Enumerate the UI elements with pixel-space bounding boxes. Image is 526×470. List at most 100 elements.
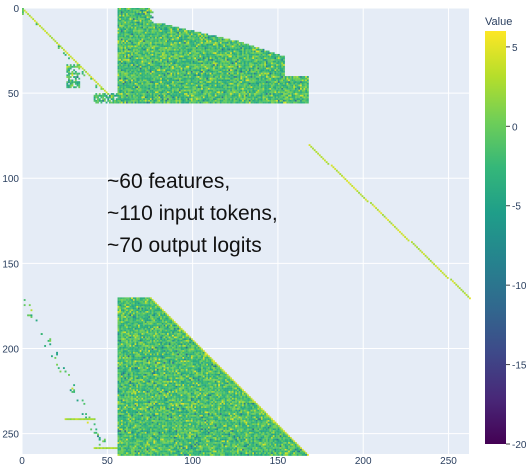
heatmap-cell bbox=[189, 82, 192, 85]
heatmap-cell bbox=[129, 28, 132, 31]
heatmap-cell bbox=[305, 77, 308, 80]
heatmap-cell bbox=[219, 52, 222, 55]
heatmap-cell bbox=[95, 101, 98, 104]
heatmap-cell bbox=[146, 26, 149, 29]
heatmap-cell bbox=[185, 70, 188, 73]
heatmap-cell bbox=[259, 93, 262, 95]
heatmap-cell bbox=[202, 79, 205, 82]
heatmap-cell bbox=[122, 304, 125, 307]
heatmap-cell bbox=[305, 94, 308, 97]
heatmap-cell bbox=[160, 64, 163, 67]
heatmap-cell bbox=[204, 52, 207, 55]
heatmap-cell bbox=[243, 62, 246, 65]
heatmap-cell bbox=[141, 94, 144, 97]
heatmap-cell bbox=[165, 76, 168, 78]
heatmap-cell bbox=[231, 81, 234, 84]
heatmap-cell bbox=[126, 16, 128, 19]
heatmap-cell bbox=[192, 99, 195, 102]
heatmap-cell bbox=[194, 36, 197, 39]
heatmap-cell bbox=[303, 101, 306, 104]
heatmap-cell bbox=[189, 43, 192, 46]
heatmap-cell bbox=[252, 79, 255, 82]
heatmap-cell bbox=[126, 309, 128, 312]
heatmap-cell bbox=[185, 65, 188, 68]
heatmap-cell bbox=[211, 76, 214, 78]
heatmap-cell bbox=[155, 62, 157, 65]
heatmap-cell bbox=[136, 19, 139, 22]
heatmap-cell bbox=[175, 79, 178, 82]
heatmap-cell bbox=[119, 57, 122, 60]
heatmap-cell bbox=[255, 88, 258, 90]
heatmap-cell bbox=[146, 309, 149, 312]
heatmap-cell bbox=[170, 74, 173, 77]
heatmap-cell bbox=[269, 57, 272, 60]
heatmap-cell bbox=[139, 18, 142, 21]
heatmap-cell bbox=[148, 40, 151, 43]
heatmap-cell bbox=[272, 65, 275, 68]
heatmap-cell bbox=[207, 62, 210, 65]
heatmap-cell bbox=[120, 304, 123, 307]
heatmap-cell bbox=[303, 99, 306, 102]
heatmap-cell bbox=[262, 88, 265, 90]
heatmap-cell bbox=[182, 42, 185, 44]
heatmap-cell bbox=[153, 309, 156, 312]
heatmap-cell bbox=[245, 70, 248, 73]
heatmap-cell bbox=[35, 23, 38, 26]
heatmap-cell bbox=[177, 98, 180, 101]
heatmap-cell bbox=[120, 45, 123, 48]
heatmap-cell bbox=[151, 31, 154, 34]
heatmap-cell bbox=[264, 91, 267, 94]
heatmap-cell bbox=[196, 55, 198, 58]
heatmap-cell bbox=[132, 33, 135, 36]
heatmap-cell bbox=[177, 35, 180, 38]
heatmap-cell bbox=[149, 45, 152, 48]
heatmap-cell bbox=[219, 93, 222, 95]
heatmap-cell bbox=[214, 38, 217, 41]
heatmap-cell bbox=[156, 101, 159, 104]
heatmap-cell bbox=[255, 79, 258, 82]
heatmap-cell bbox=[238, 82, 241, 85]
heatmap-cell bbox=[124, 30, 127, 32]
heatmap-cell bbox=[120, 81, 123, 84]
heatmap-cell bbox=[156, 36, 159, 39]
heatmap-cell bbox=[236, 74, 239, 77]
heatmap-cell bbox=[238, 55, 241, 58]
heatmap-cell bbox=[81, 70, 84, 73]
heatmap-cell bbox=[131, 13, 134, 15]
heatmap-cell bbox=[226, 88, 229, 90]
heatmap-cell bbox=[259, 72, 262, 75]
heatmap-cell bbox=[131, 64, 134, 67]
heatmap-cell bbox=[173, 82, 176, 85]
heatmap-cell bbox=[180, 55, 183, 58]
heatmap-cell bbox=[129, 299, 132, 301]
heatmap-cell bbox=[155, 96, 157, 99]
heatmap-cell bbox=[296, 98, 299, 101]
heatmap-cell bbox=[117, 23, 120, 26]
heatmap-cell bbox=[300, 96, 302, 99]
heatmap-cell bbox=[219, 89, 222, 92]
heatmap-cell bbox=[199, 40, 202, 43]
heatmap-cell bbox=[134, 9, 137, 12]
heatmap-cell bbox=[131, 72, 134, 75]
heatmap-cell bbox=[146, 47, 149, 49]
heatmap-cell bbox=[206, 81, 209, 84]
heatmap-cell bbox=[187, 30, 190, 32]
heatmap-cell bbox=[129, 88, 132, 90]
heatmap-cell bbox=[187, 64, 190, 67]
heatmap-cell bbox=[153, 91, 156, 94]
heatmap-cell bbox=[218, 86, 221, 89]
heatmap-cell bbox=[78, 418, 81, 421]
heatmap-cell bbox=[254, 84, 256, 87]
heatmap-cell bbox=[160, 309, 163, 312]
heatmap-cell bbox=[264, 60, 267, 63]
heatmap-cell bbox=[165, 31, 168, 34]
heatmap-cell bbox=[281, 81, 284, 84]
heatmap-cell bbox=[416, 246, 418, 249]
heatmap-cell bbox=[161, 60, 164, 63]
heatmap-cell bbox=[254, 62, 256, 65]
heatmap-cell bbox=[112, 99, 115, 102]
heatmap-cell bbox=[207, 96, 210, 99]
heatmap-cell bbox=[64, 418, 67, 421]
heatmap-cell bbox=[78, 81, 81, 84]
heatmap-cell bbox=[168, 94, 171, 97]
